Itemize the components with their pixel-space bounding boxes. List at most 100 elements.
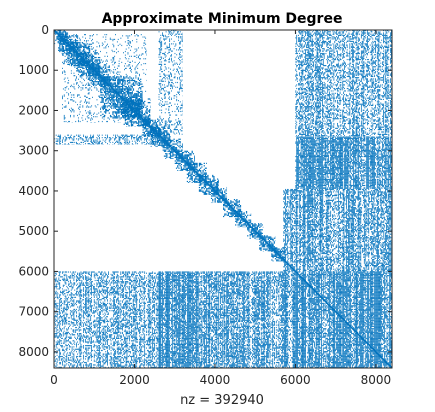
nonzero-mark	[316, 34, 317, 35]
nonzero-mark	[321, 100, 322, 101]
nonzero-mark	[318, 96, 319, 97]
nonzero-mark	[335, 47, 336, 48]
nonzero-mark	[325, 96, 326, 97]
nonzero-mark	[313, 108, 314, 109]
nonzero-mark	[308, 35, 309, 36]
nonzero-mark	[301, 116, 302, 117]
nonzero-mark	[310, 57, 311, 58]
nonzero-mark	[315, 127, 316, 128]
nonzero-mark	[309, 66, 310, 67]
nonzero-mark	[320, 99, 321, 100]
nonzero-mark	[313, 96, 314, 97]
nonzero-mark	[308, 75, 309, 76]
nonzero-mark	[300, 129, 301, 130]
nonzero-mark	[295, 92, 296, 93]
nonzero-mark	[322, 96, 323, 97]
nonzero-mark	[312, 96, 313, 97]
nonzero-mark	[305, 130, 306, 131]
nonzero-mark	[329, 98, 330, 99]
nonzero-mark	[309, 65, 310, 66]
nonzero-mark	[310, 124, 311, 125]
nonzero-mark	[295, 59, 296, 60]
nonzero-mark	[311, 87, 312, 88]
nonzero-mark	[309, 129, 310, 130]
nonzero-mark	[327, 90, 328, 91]
nonzero-mark	[325, 102, 326, 103]
nonzero-mark	[319, 69, 320, 70]
nonzero-mark	[314, 76, 315, 77]
nonzero-mark	[301, 104, 302, 105]
nonzero-mark	[335, 113, 336, 114]
nonzero-mark	[333, 100, 334, 101]
nonzero-mark	[325, 106, 326, 107]
nonzero-mark	[326, 118, 327, 119]
nonzero-mark	[327, 43, 328, 44]
nonzero-mark	[304, 112, 305, 113]
nonzero-mark	[312, 122, 313, 123]
nonzero-mark	[310, 121, 311, 122]
nonzero-mark	[313, 55, 314, 56]
nonzero-mark	[296, 57, 297, 58]
nonzero-mark	[296, 42, 297, 43]
nonzero-mark	[307, 77, 308, 78]
nonzero-mark	[317, 34, 318, 35]
nonzero-mark	[318, 61, 319, 62]
nonzero-mark	[319, 34, 320, 35]
nonzero-mark	[298, 60, 299, 61]
nonzero-mark	[330, 108, 331, 109]
nonzero-mark	[320, 75, 321, 76]
nonzero-mark	[300, 105, 301, 106]
nonzero-mark	[296, 93, 297, 94]
nonzero-mark	[334, 118, 335, 119]
nonzero-mark	[309, 52, 310, 53]
nonzero-mark	[310, 76, 311, 77]
nonzero-mark	[308, 44, 309, 45]
nonzero-mark	[339, 131, 340, 132]
nonzero-mark	[317, 127, 318, 128]
nonzero-mark	[296, 84, 297, 85]
nonzero-mark	[310, 41, 311, 42]
nonzero-mark	[317, 79, 318, 80]
nonzero-mark	[319, 83, 320, 84]
nonzero-mark	[313, 116, 314, 117]
nonzero-mark	[340, 70, 341, 71]
nonzero-mark	[320, 65, 321, 66]
nonzero-mark	[321, 73, 322, 74]
nonzero-mark	[332, 102, 333, 103]
nonzero-mark	[333, 101, 334, 102]
nonzero-mark	[325, 83, 326, 84]
nonzero-mark	[329, 54, 330, 55]
nonzero-mark	[297, 81, 298, 82]
nonzero-mark	[327, 111, 328, 112]
nonzero-mark	[299, 41, 300, 42]
nonzero-mark	[331, 48, 332, 49]
nonzero-mark	[313, 71, 314, 72]
nonzero-mark	[319, 67, 320, 68]
nonzero-mark	[301, 128, 302, 129]
nonzero-mark	[324, 42, 325, 43]
nonzero-mark	[330, 99, 331, 100]
nonzero-mark	[337, 130, 338, 131]
nonzero-mark	[307, 129, 308, 130]
nonzero-mark	[296, 40, 297, 41]
nonzero-mark	[337, 93, 338, 94]
nonzero-mark	[310, 115, 311, 116]
nonzero-mark	[319, 71, 320, 72]
nonzero-mark	[320, 92, 321, 93]
nonzero-mark	[310, 61, 311, 62]
nonzero-mark	[301, 31, 302, 32]
nonzero-mark	[308, 117, 309, 118]
nonzero-mark	[341, 79, 342, 80]
nonzero-mark	[326, 105, 327, 106]
nonzero-mark	[317, 42, 318, 43]
nonzero-mark	[317, 58, 318, 59]
nonzero-mark	[299, 133, 300, 134]
nonzero-mark	[300, 41, 301, 42]
nonzero-mark	[296, 41, 297, 42]
nonzero-mark	[319, 94, 320, 95]
nonzero-mark	[338, 111, 339, 112]
nonzero-mark	[319, 130, 320, 131]
nonzero-mark	[331, 63, 332, 64]
nonzero-mark	[316, 102, 317, 103]
nonzero-mark	[309, 135, 310, 136]
